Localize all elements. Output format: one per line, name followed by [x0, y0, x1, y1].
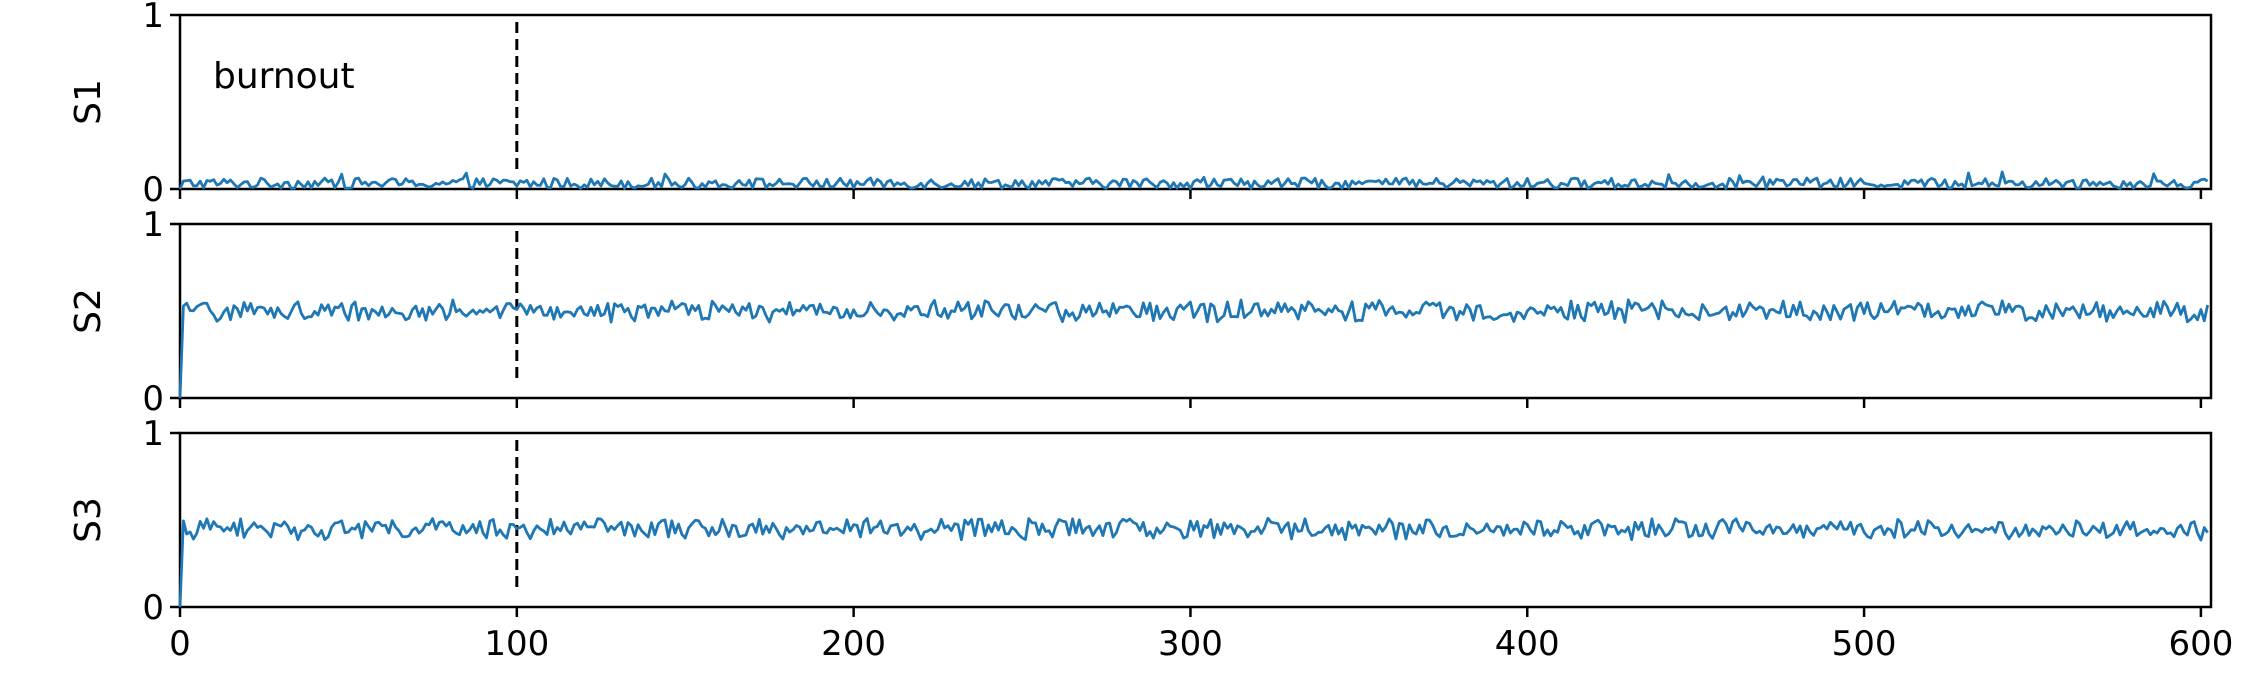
burnout-label: burnout: [213, 56, 355, 97]
x-tick-label: 600: [2168, 624, 2233, 664]
series-line-s3: [178, 516, 2209, 608]
panel-s2: 0 1 S2: [68, 205, 2213, 419]
y-tick-label: 1: [142, 205, 164, 245]
x-tick-label: 0: [169, 624, 191, 664]
series-line-s1: [178, 170, 2209, 190]
x-tick-label: 400: [1495, 624, 1560, 664]
y-axis-label: S1: [68, 79, 109, 125]
axes-frame: [178, 13, 2213, 191]
y-tick-label: 0: [142, 170, 164, 210]
x-tick-label: 500: [1832, 624, 1897, 664]
x-tick-label: 200: [821, 624, 886, 664]
axes-frame: [178, 431, 2213, 609]
y-tick-label: 0: [142, 588, 164, 628]
y-tick-label: 1: [142, 414, 164, 454]
x-tick-label: 100: [484, 624, 549, 664]
panel-s1: 0 1 S1: [68, 0, 2213, 210]
y-axis-label: S2: [68, 288, 109, 334]
axes-frame: [178, 222, 2213, 400]
panel-s3: 0 1 S3 0 100 200 300 400 500 600: [68, 414, 2233, 664]
y-axis-label: S3: [68, 497, 109, 543]
x-tick-label: 300: [1158, 624, 1223, 664]
y-tick-label: 0: [142, 379, 164, 419]
y-tick-label: 1: [142, 0, 164, 36]
series-line-s2: [178, 298, 2209, 399]
